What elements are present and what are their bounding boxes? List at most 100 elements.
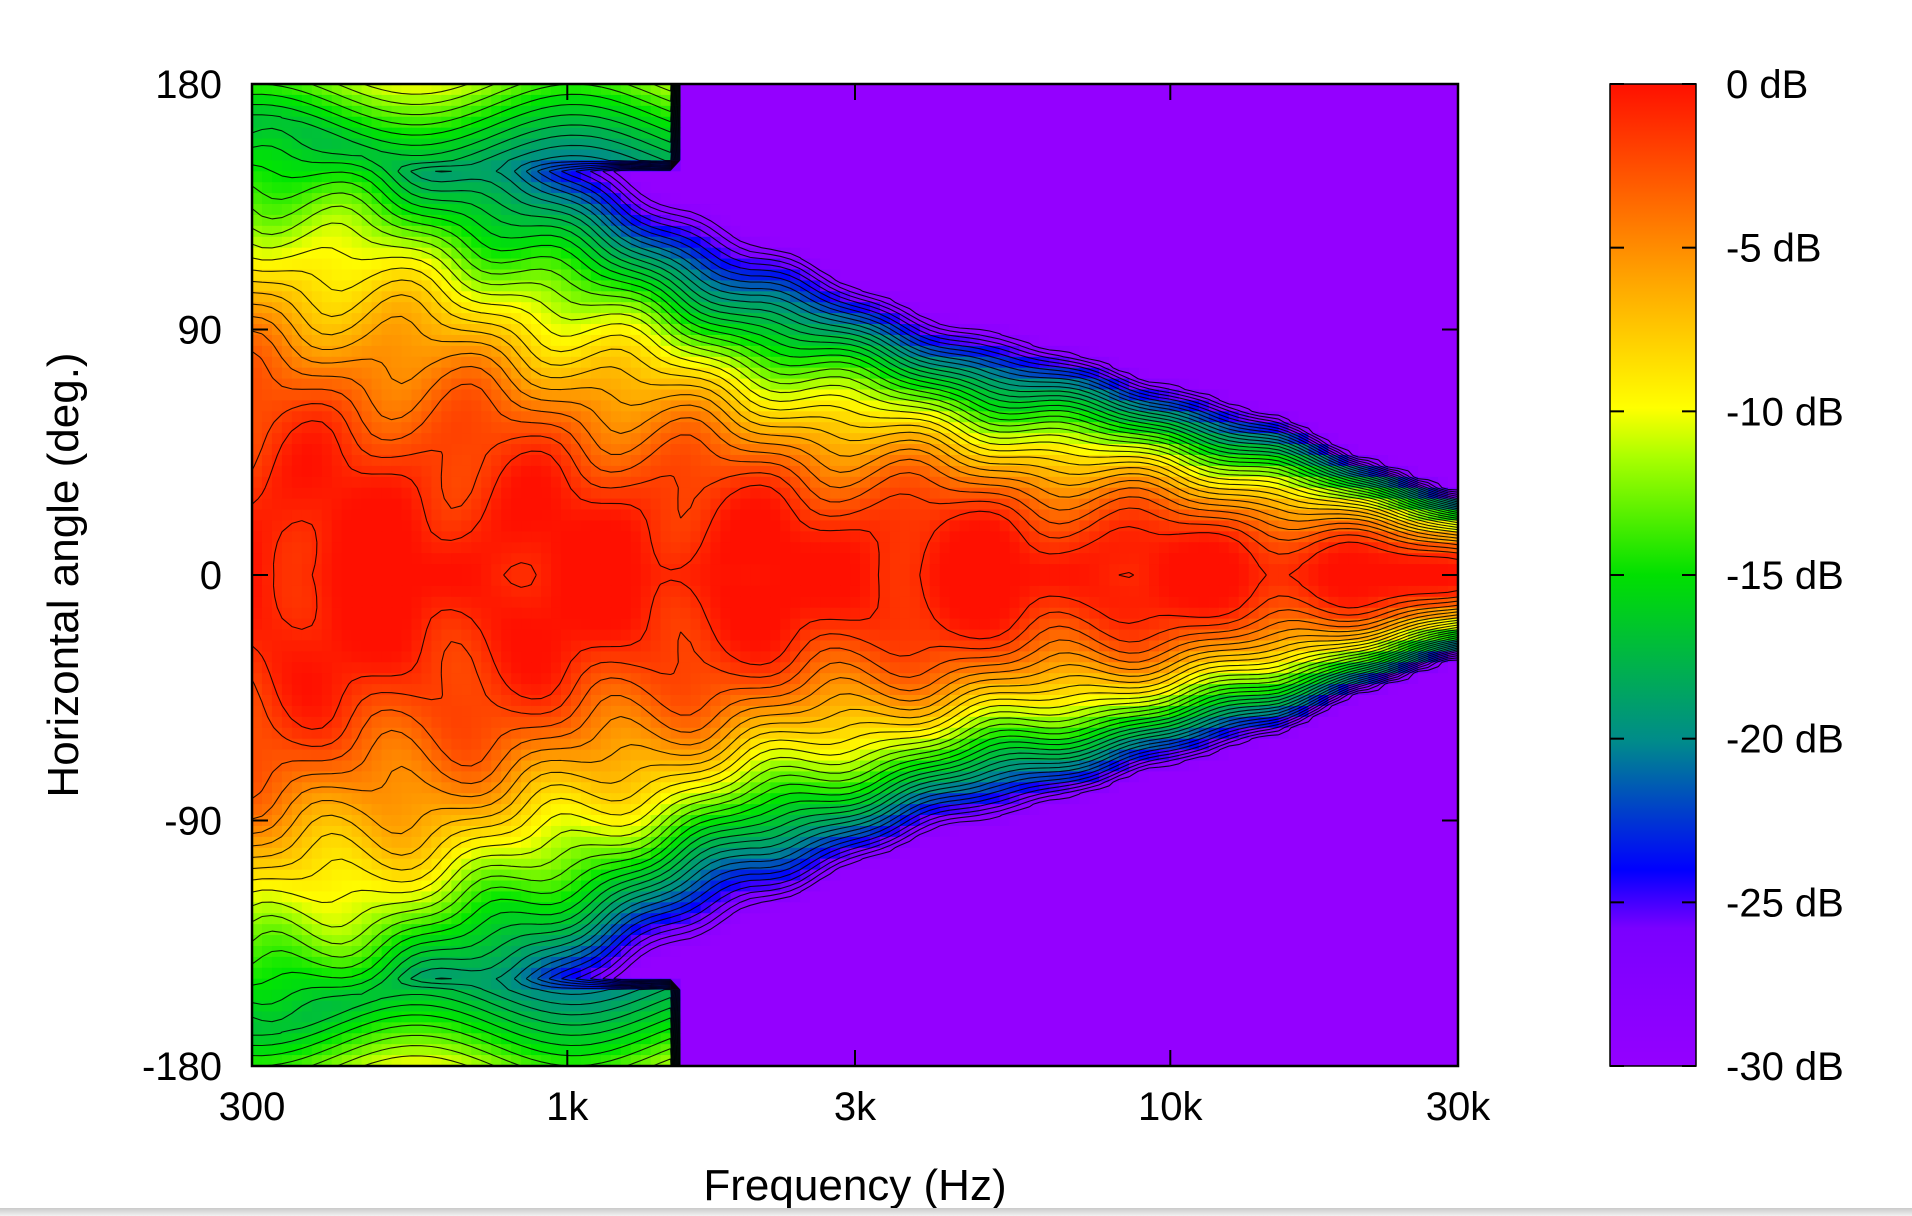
heatmap-cell [989,247,1001,260]
heatmap-cell [929,476,941,489]
heatmap-cell [560,204,572,216]
heatmap-cell [1368,94,1379,107]
heatmap-cell [879,258,891,271]
heatmap-cell [949,345,961,358]
heatmap-cell [381,389,393,402]
heatmap-cell [1059,193,1070,205]
heatmap-cell [341,498,353,511]
heatmap-cell [531,476,542,489]
heatmap-cell [660,193,672,205]
heatmap-cell [780,313,791,325]
heatmap-cell [401,498,413,511]
heatmap-cell [710,116,722,129]
heatmap-cell [1198,465,1210,478]
heatmap-cell [431,258,442,271]
heatmap-cell [1308,204,1320,216]
heatmap-cell [1398,94,1409,107]
heatmap-cell [1428,247,1439,260]
heatmap-cell [820,291,831,303]
heatmap-cell [780,433,791,445]
heatmap-cell [1059,389,1070,402]
heatmap-cell [331,182,343,194]
heatmap-cell [1248,509,1260,522]
heatmap-cell [700,214,712,227]
heatmap-cell [261,465,273,478]
heatmap-cell [441,269,452,281]
heatmap-cell [879,454,891,467]
heatmap-cell [1288,411,1300,423]
heatmap-cell [451,422,462,434]
heatmap-cell [351,247,363,260]
heatmap-cell [999,378,1011,391]
heatmap-cell [1358,465,1369,478]
heatmap-cell [1119,94,1130,107]
heatmap-cell [620,105,632,118]
heatmap-cell [501,160,512,172]
heatmap-cell [770,400,781,412]
heatmap-cell [1298,204,1310,216]
heatmap-cell [810,345,821,358]
heatmap-cell [451,411,462,423]
heatmap-cell [700,105,712,118]
heatmap-cell [570,105,582,118]
heatmap-cell [1119,400,1130,412]
heatmap-cell [331,378,343,391]
heatmap-cell [341,105,353,118]
heatmap-cell [551,291,562,303]
heatmap-cell [610,487,622,500]
heatmap-cell [859,476,871,489]
heatmap-cell [321,193,333,205]
heatmap-cell [331,269,343,281]
heatmap-cell [361,531,373,543]
heatmap-cell [491,378,502,391]
heatmap-cell [1418,367,1429,380]
heatmap-cell [491,160,502,172]
heatmap-cell [690,247,702,260]
heatmap-cell [909,465,921,478]
heatmap-cell [929,345,941,358]
heatmap-cell [1019,411,1031,423]
heatmap-cell [909,204,921,216]
heatmap-cell [1418,520,1429,532]
heatmap-cell [600,171,612,183]
heatmap-cell [979,105,991,118]
heatmap-cell [740,465,751,478]
heatmap-cell [1368,269,1379,281]
heatmap-cell [1418,454,1429,467]
heatmap-cell [491,345,502,358]
heatmap-cell [1129,487,1140,500]
heatmap-cell [1158,324,1170,336]
heatmap-cell [401,247,413,260]
heatmap-cell [810,204,821,216]
heatmap-cell [810,160,821,172]
heatmap-cell [301,422,313,434]
heatmap-cell [1029,269,1040,281]
heatmap-cell [551,411,562,423]
heatmap-cell [1059,214,1070,227]
heatmap-cell [620,422,632,434]
heatmap-cell [1029,116,1040,129]
heatmap-cell [1238,378,1250,391]
heatmap-cell [271,116,283,129]
heatmap-cell [1258,280,1270,292]
heatmap-cell [1089,105,1100,118]
heatmap-cell [780,411,791,423]
heatmap-cell [1168,313,1180,325]
heatmap-cell [680,487,692,500]
heatmap-cell [1388,324,1399,336]
heatmap-cell [351,280,363,292]
heatmap-cell [1079,171,1090,183]
heatmap-cell [461,334,472,347]
heatmap-cell [700,182,712,194]
heatmap-cell [1178,84,1190,96]
heatmap-cell [1158,204,1170,216]
heatmap-cell [1388,433,1399,445]
heatmap-cell [1208,269,1220,281]
heatmap-cell [1178,204,1190,216]
heatmap-cell [909,476,921,489]
heatmap-cell [1438,258,1449,271]
heatmap-cell [451,269,462,281]
heatmap-cell [869,193,881,205]
heatmap-cell [680,367,692,380]
heatmap-cell [1178,356,1190,369]
